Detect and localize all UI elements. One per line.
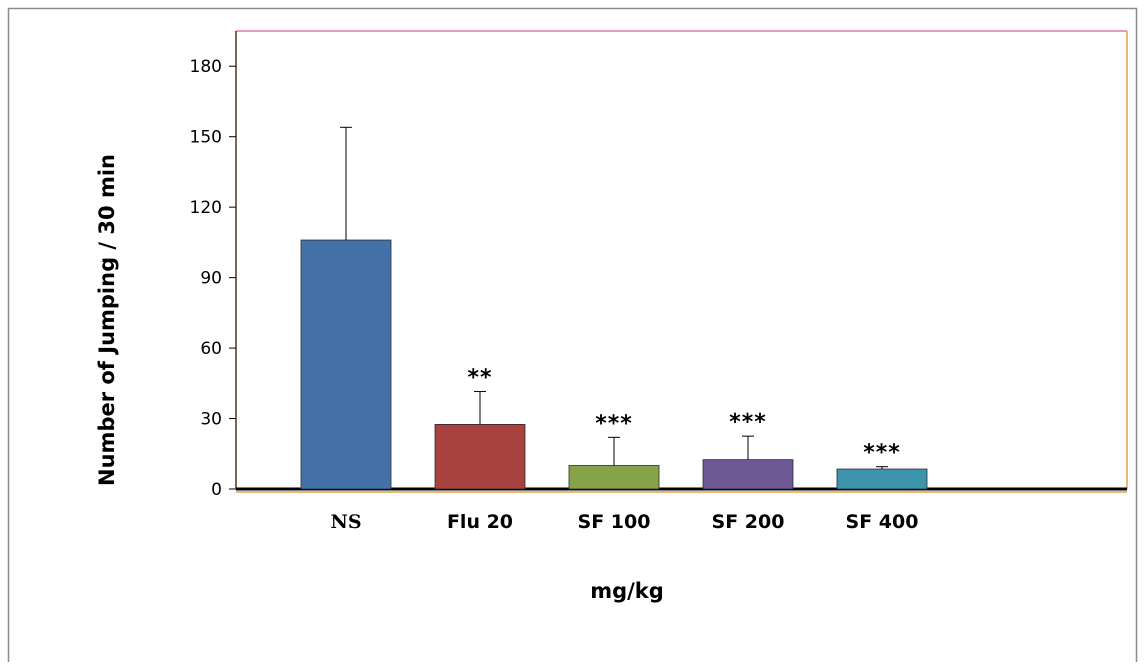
bar-flu-20 [434,424,526,490]
significance-label: *** [729,410,767,435]
y-tick-label: 120 [190,198,222,218]
x-category-label: SF 400 [846,511,919,533]
y-tick-label: 180 [190,57,222,77]
bar-ns [300,239,392,490]
y-axis-ticks: 0 30 60 90 120 150 180 [190,57,236,500]
bar-sf-400 [836,468,928,490]
bars: ***** ****** [300,126,928,490]
y-tick-label: 30 [200,410,222,430]
bar-sf-200 [702,459,794,490]
figure-frame [7,7,1138,667]
bar-sf-100 [568,465,660,490]
x-category-label: Flu 20 [447,511,513,533]
x-category-label: SF 100 [578,511,651,533]
significance-label: ** [467,366,492,391]
x-category-label: NS [330,511,361,533]
x-axis-categories: NS Flu 20 SF 100 SF 200 SF 400 [330,511,918,533]
significance-label: *** [595,411,633,436]
x-category-label: SF 200 [712,511,785,533]
y-tick-label: 90 [200,269,222,289]
y-axis-title: Number of Jumping / 30 min [95,154,119,486]
y-tick-label: 0 [211,480,222,500]
y-tick-label: 150 [190,128,222,148]
x-axis-title: mg/kg [590,579,664,603]
y-tick-label: 60 [200,339,222,359]
significance-label: *** [863,441,901,466]
